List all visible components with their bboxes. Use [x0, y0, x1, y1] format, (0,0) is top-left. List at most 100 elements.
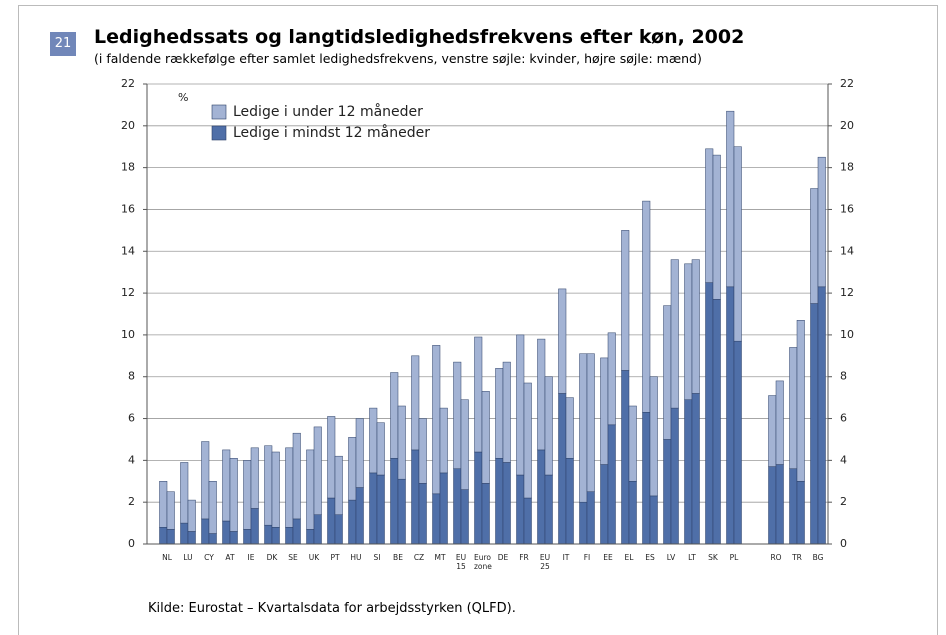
x-tick-label: EE — [603, 553, 613, 562]
y2-tick-label: 18 — [840, 161, 854, 174]
bar-segment — [537, 338, 546, 451]
bar-segment — [670, 259, 679, 409]
bar-segment — [817, 286, 826, 545]
bar-segment — [684, 263, 693, 400]
bar-segment — [376, 474, 385, 545]
x-tick-label: LV — [666, 553, 676, 562]
bar-segment — [397, 478, 406, 545]
bar-segment — [670, 407, 679, 545]
bar-segment — [621, 370, 630, 545]
frame — [18, 5, 938, 635]
bar-segment — [285, 447, 294, 528]
bar-segment — [481, 391, 490, 484]
y2-tick-label: 16 — [840, 202, 854, 215]
bar-segment — [411, 355, 420, 451]
x-tick-label: EL — [624, 553, 634, 562]
bar-segment — [271, 451, 280, 528]
bar-segment — [334, 455, 343, 515]
bar-segment — [628, 405, 637, 482]
y-tick-label: 4 — [128, 453, 135, 466]
y-tick-label: 0 — [128, 537, 135, 550]
y-tick-label: 18 — [121, 161, 135, 174]
bar-segment — [523, 382, 532, 499]
bar-segment — [376, 422, 385, 476]
x-tick-label: PT — [330, 553, 340, 562]
bar-segment — [222, 449, 231, 522]
x-tick-label: NL — [162, 553, 172, 562]
bar-segment — [789, 347, 798, 469]
bar-segment — [495, 458, 504, 545]
bar-segment — [579, 501, 588, 545]
bar-segment — [768, 395, 777, 467]
bar-segment — [411, 449, 420, 545]
bar-segment — [502, 361, 511, 463]
bar-segment — [775, 380, 784, 465]
bar-segment — [397, 405, 406, 480]
bar-segment — [621, 230, 630, 371]
bar-segment — [733, 340, 742, 545]
x-tick-label: IE — [247, 553, 255, 562]
x-tick-label: CZ — [413, 553, 425, 562]
bar-segment — [558, 393, 567, 545]
bar-segment — [733, 146, 742, 342]
bar-segment — [453, 468, 462, 545]
bar-segment — [796, 320, 805, 482]
legend-label: Ledige i under 12 måneder — [233, 103, 423, 120]
bar-segment — [565, 458, 574, 545]
bar-segment — [607, 332, 616, 426]
bar-segment — [159, 481, 168, 528]
bar-segment — [502, 462, 511, 545]
legend-swatch — [211, 125, 227, 141]
y2-tick-label: 4 — [840, 453, 847, 466]
y-tick-label: 22 — [121, 77, 135, 90]
x-tick-label: EU 15 — [455, 553, 467, 571]
bar-segment — [222, 520, 231, 545]
x-tick-label: BE — [393, 553, 403, 562]
bar-segment — [369, 472, 378, 545]
bar-segment — [229, 458, 238, 532]
bar-segment — [691, 259, 700, 394]
bar-segment — [565, 397, 574, 459]
y-tick-label: 6 — [128, 412, 135, 425]
bar-segment — [796, 481, 805, 545]
x-tick-label: LT — [688, 553, 696, 562]
x-tick-label: SK — [708, 553, 718, 562]
y-tick-label: 20 — [121, 119, 135, 132]
bar-segment — [166, 529, 175, 545]
bar-segment — [348, 437, 357, 501]
bar-segment — [292, 518, 301, 545]
bar-segment — [418, 483, 427, 545]
y2-tick-label: 20 — [840, 119, 854, 132]
bar-segment — [432, 493, 441, 545]
x-tick-label: Euro zone — [474, 553, 492, 571]
bar-segment — [285, 527, 294, 545]
bar-segment — [516, 334, 525, 476]
bar-segment — [705, 148, 714, 283]
bar-segment — [817, 156, 826, 288]
bar-segment — [264, 445, 273, 526]
bar-segment — [327, 497, 336, 545]
bar-segment — [460, 399, 469, 490]
bar-segment — [180, 522, 189, 545]
bar-segment — [628, 481, 637, 545]
bar-segment — [460, 489, 469, 545]
bar-segment — [250, 508, 259, 545]
bar-segment — [271, 527, 280, 545]
bar-segment — [691, 393, 700, 545]
bar-segment — [642, 200, 651, 413]
bar-segment — [544, 474, 553, 545]
bar-segment — [313, 426, 322, 515]
bar-segment — [684, 399, 693, 545]
bar-segment — [390, 372, 399, 459]
bar-segment — [663, 439, 672, 545]
x-tick-label: BG — [812, 553, 824, 562]
chart-subtitle: (i faldende rækkefølge efter samlet ledi… — [94, 51, 702, 66]
bar-segment — [579, 353, 588, 503]
bar-segment — [355, 487, 364, 545]
y2-tick-label: 6 — [840, 412, 847, 425]
bar-segment — [250, 447, 259, 509]
bar-segment — [348, 499, 357, 545]
bar-segment — [355, 418, 364, 488]
